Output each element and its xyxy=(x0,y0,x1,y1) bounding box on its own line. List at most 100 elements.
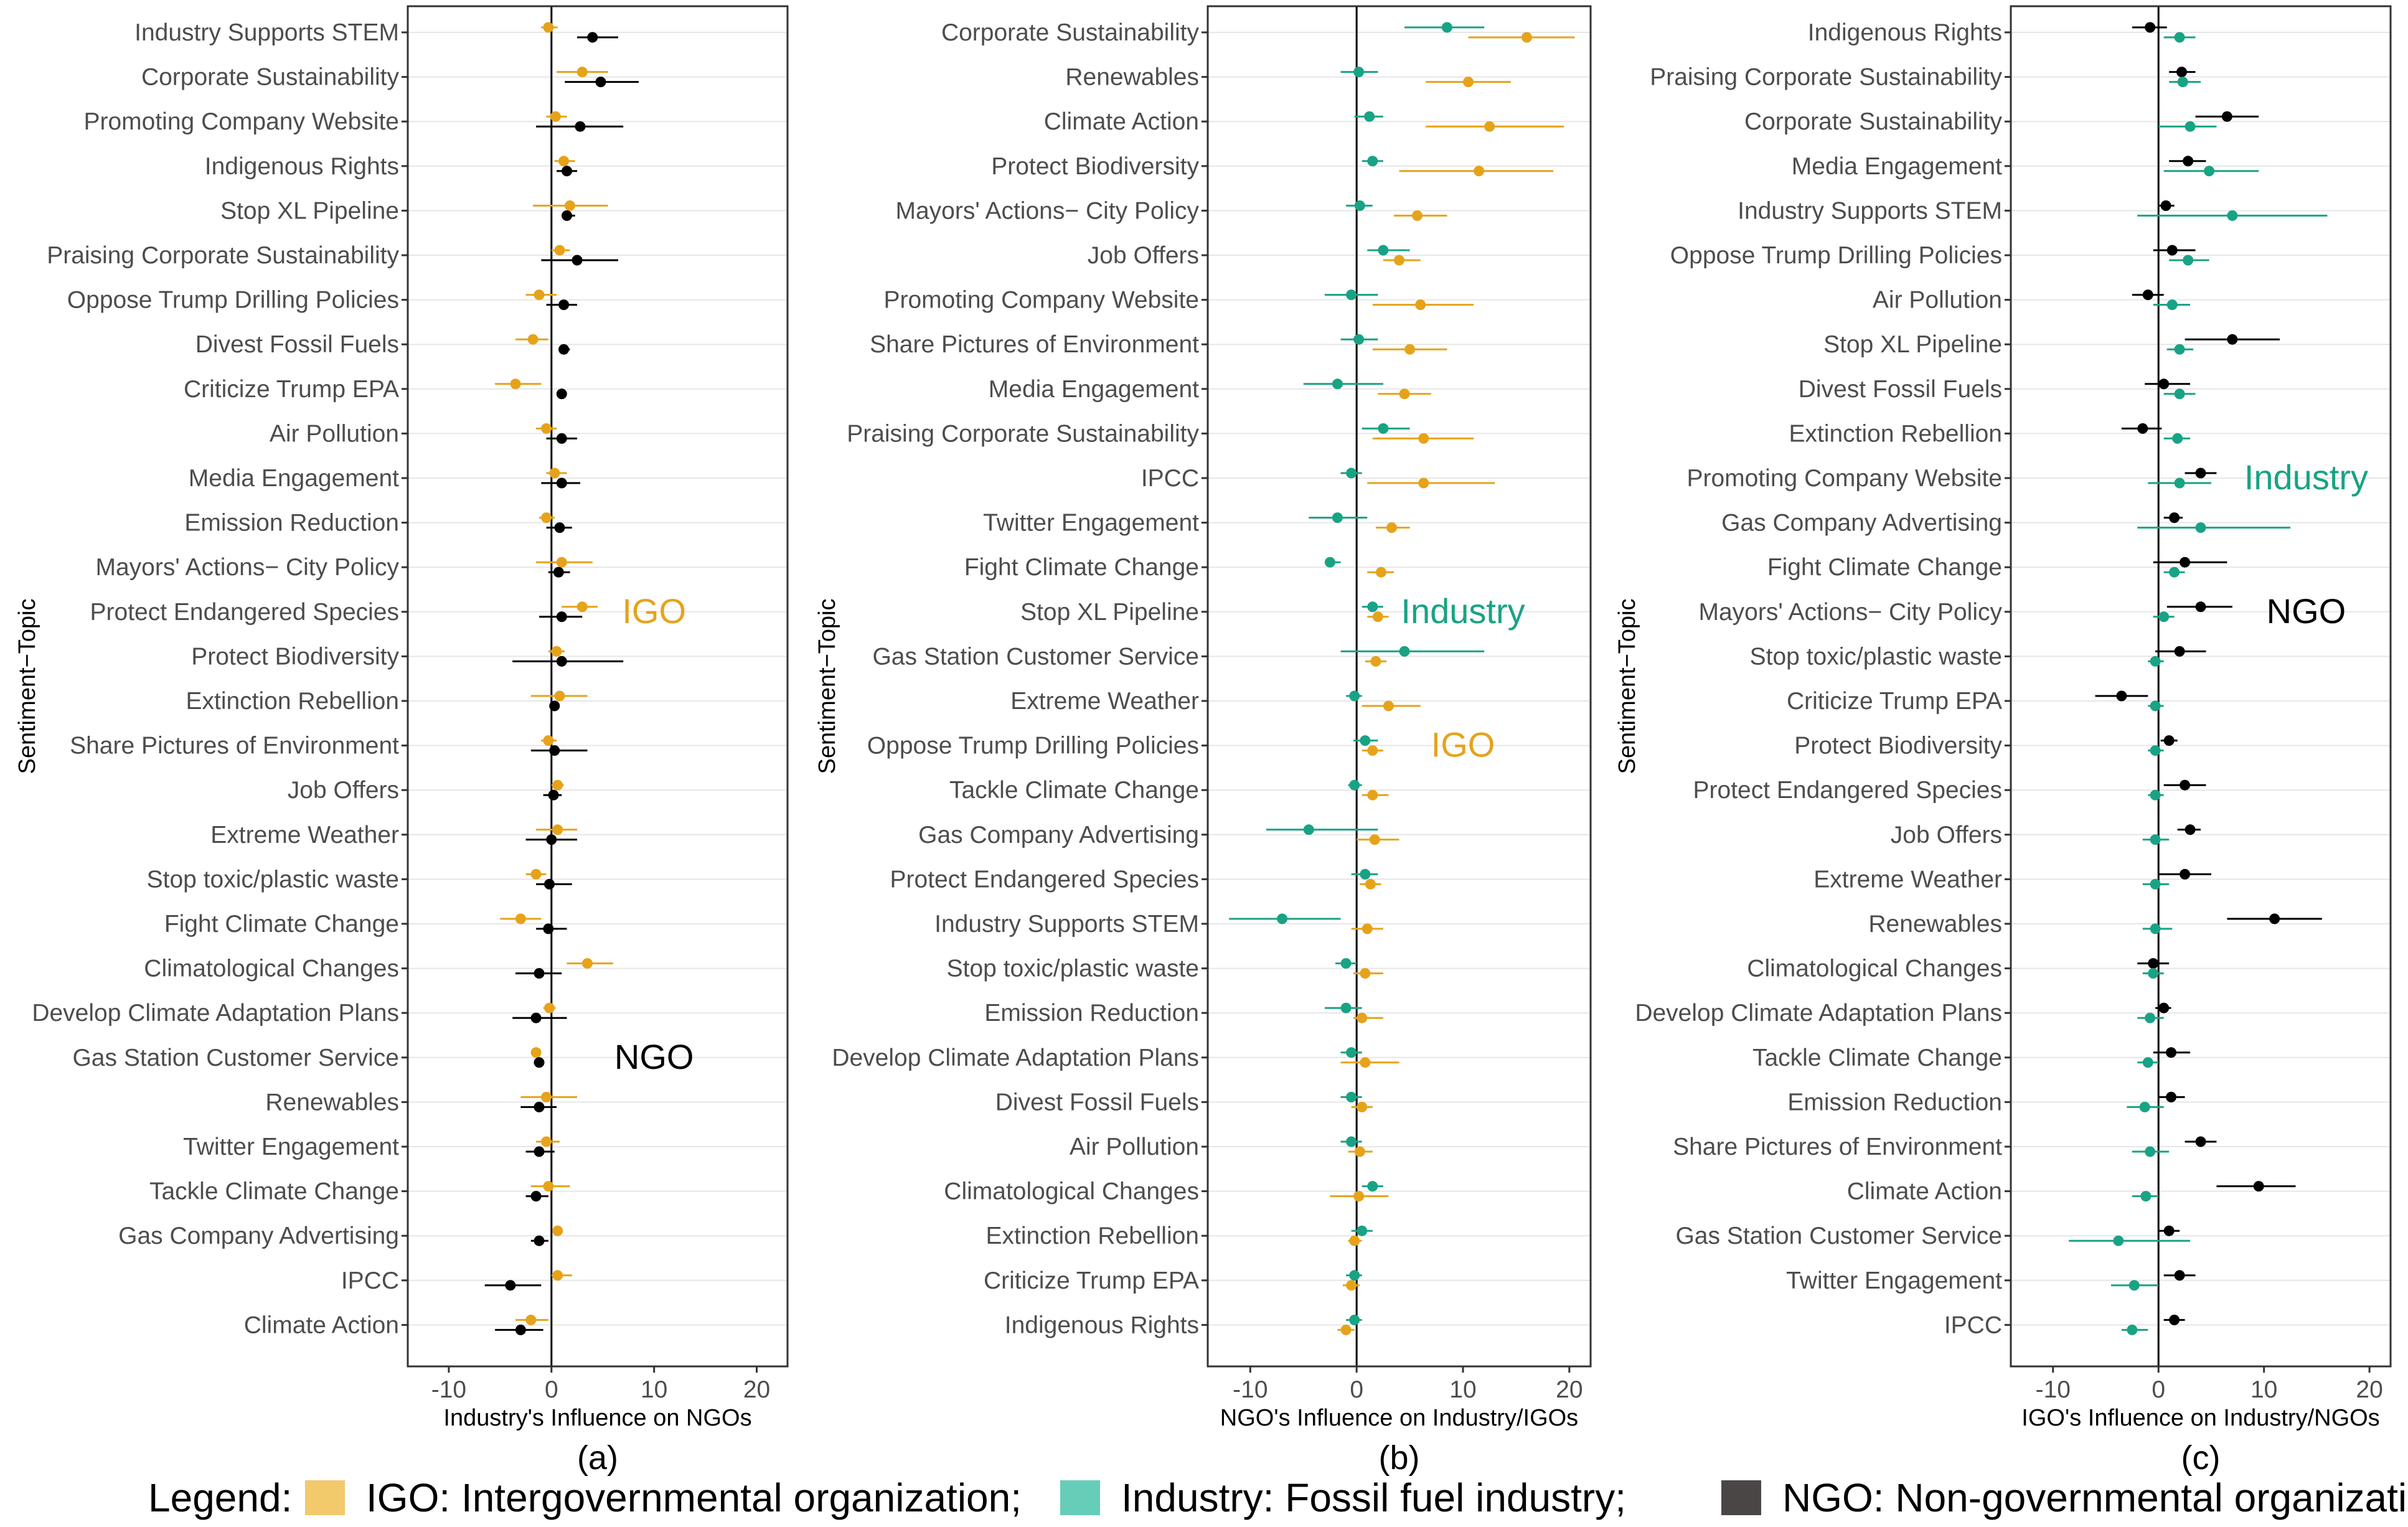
point-igo xyxy=(1412,210,1423,221)
point-igo xyxy=(1418,433,1429,444)
point-ngo xyxy=(2227,334,2238,345)
y-tick-label: Protect Endangered Species xyxy=(890,866,1200,893)
y-tick-label: Oppose Trump Drilling Policies xyxy=(867,733,1199,759)
point-industry xyxy=(1340,1002,1352,1013)
point-ngo xyxy=(549,700,560,712)
series-annotation-industry: Industry xyxy=(2244,458,2368,497)
y-axis-title: Sentiment−Topic xyxy=(1614,599,1640,774)
point-ngo xyxy=(558,344,570,355)
point-igo xyxy=(1340,1324,1352,1335)
series-annotation-ngo: NGO xyxy=(2267,591,2346,631)
point-industry xyxy=(1346,1091,1357,1102)
point-ngo xyxy=(2160,200,2171,211)
point-industry xyxy=(2166,299,2178,311)
y-tick-label: Extinction Rebellion xyxy=(1789,420,2002,447)
point-industry xyxy=(1349,690,1360,702)
point-industry xyxy=(1378,245,1389,256)
y-tick-label: Protect Endangered Species xyxy=(90,599,400,626)
point-industry xyxy=(1346,467,1357,479)
point-industry xyxy=(1399,646,1410,657)
point-industry xyxy=(2174,388,2185,400)
point-igo xyxy=(1369,834,1380,845)
y-tick-label: Job Offers xyxy=(288,777,399,804)
y-tick-label: Mayors' Actions− City Policy xyxy=(1698,599,2002,626)
x-tick-label: 0 xyxy=(2152,1376,2165,1403)
point-ngo xyxy=(2180,779,2191,791)
point-industry xyxy=(2195,522,2206,533)
point-industry xyxy=(1349,1314,1360,1325)
legend-label-igo: IGO: Intergovernmental organization; xyxy=(366,1475,1022,1520)
point-ngo xyxy=(2169,512,2180,524)
point-industry xyxy=(1332,378,1343,390)
x-tick-label: -10 xyxy=(431,1376,466,1403)
point-igo xyxy=(1399,388,1410,400)
y-tick-label: Promoting Company Website xyxy=(83,108,399,135)
point-industry xyxy=(1354,200,1365,211)
y-tick-label: Oppose Trump Drilling Policies xyxy=(67,287,399,314)
y-tick-label: Corporate Sustainability xyxy=(941,19,1200,46)
point-ngo xyxy=(2180,557,2191,568)
point-igo xyxy=(1353,1191,1365,1202)
y-tick-label: Climatological Changes xyxy=(1747,956,2002,982)
point-industry xyxy=(2150,700,2161,712)
point-igo xyxy=(1474,166,1485,177)
point-ngo xyxy=(2176,67,2187,78)
point-igo xyxy=(1360,1057,1371,1068)
point-industry xyxy=(1277,913,1288,924)
y-tick-label: Twitter Engagement xyxy=(983,510,1199,537)
point-ngo xyxy=(534,1146,545,1157)
point-industry xyxy=(1357,1225,1368,1236)
point-igo xyxy=(1346,1280,1357,1291)
point-ngo xyxy=(2195,601,2206,613)
point-igo xyxy=(1365,878,1376,890)
point-industry xyxy=(2127,1324,2138,1335)
y-tick-label: Gas Station Customer Service xyxy=(872,643,1199,670)
y-tick-label: Tackle Climate Change xyxy=(149,1178,399,1205)
point-igo xyxy=(552,779,563,791)
x-tick-label: 10 xyxy=(2250,1376,2277,1403)
point-igo xyxy=(1370,655,1381,667)
point-industry xyxy=(2145,1146,2156,1157)
plot-area xyxy=(1208,6,1591,1366)
x-tick-label: 20 xyxy=(1556,1376,1583,1403)
point-industry xyxy=(1346,289,1357,301)
point-ngo xyxy=(2116,690,2127,702)
y-tick-label: Corporate Sustainability xyxy=(141,64,400,91)
point-ngo xyxy=(534,1235,545,1246)
point-industry xyxy=(1353,334,1365,345)
panel-a: Industry Supports STEM Corporate Sustaina… xyxy=(14,5,789,1477)
y-tick-label: Media Engagement xyxy=(189,465,399,492)
y-tick-label: Climate Action xyxy=(244,1312,399,1338)
legend: Legend: IGO: Intergovernmental organizati… xyxy=(148,1475,2408,1520)
y-axis-title: Sentiment−Topic xyxy=(814,599,840,774)
point-igo xyxy=(530,868,542,880)
point-industry xyxy=(2174,32,2185,43)
point-igo xyxy=(527,334,539,345)
series-annotation-igo: IGO xyxy=(1431,725,1495,764)
point-industry xyxy=(2142,1057,2153,1068)
y-axis-title: Sentiment−Topic xyxy=(14,599,40,774)
point-ngo xyxy=(556,655,567,667)
x-tick-label: 10 xyxy=(641,1376,667,1403)
point-igo xyxy=(1415,299,1426,311)
y-tick-label: Gas Company Advertising xyxy=(1721,510,2002,537)
point-ngo xyxy=(575,121,586,132)
point-igo xyxy=(550,111,561,122)
point-igo xyxy=(1521,32,1532,43)
y-tick-label: Indigenous Rights xyxy=(205,153,399,180)
y-tick-label: Tackle Climate Change xyxy=(949,777,1199,804)
point-igo xyxy=(1383,700,1394,712)
point-industry xyxy=(2150,655,2161,667)
y-tick-label: Air Pollution xyxy=(1070,1134,1199,1160)
point-igo xyxy=(1357,1101,1368,1112)
point-ngo xyxy=(558,299,570,311)
y-tick-label: Media Engagement xyxy=(989,376,1199,403)
y-tick-label: Renewables xyxy=(1065,64,1199,91)
point-industry xyxy=(2204,166,2215,177)
y-tick-label: Corporate Sustainability xyxy=(1744,108,2003,135)
point-ngo xyxy=(556,433,567,444)
y-tick-label: Protect Endangered Species xyxy=(1693,777,2003,804)
y-tick-label: Stop XL Pipeline xyxy=(1823,331,2002,358)
point-ngo xyxy=(2137,423,2148,434)
point-industry xyxy=(2140,1191,2152,1202)
